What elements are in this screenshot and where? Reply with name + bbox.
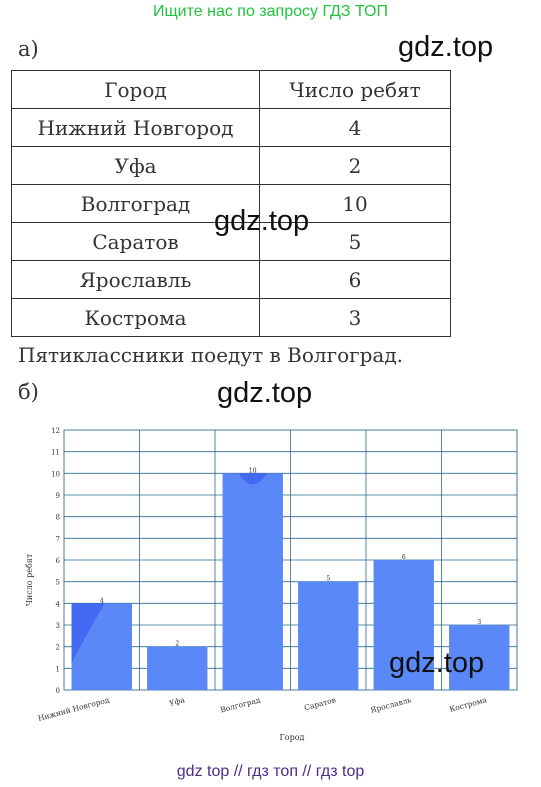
watermark: gdz.top [398,31,494,63]
city-cell: Волгоград [11,184,260,223]
bar [449,625,510,690]
table-header-row: Город Число ребят [11,70,451,109]
count-cell: 2 [259,146,451,185]
bar [373,560,434,690]
bar-highlight [238,473,267,485]
y-tick-label: 3 [56,622,60,630]
y-tick-label: 6 [56,557,61,565]
y-tick-label: 0 [56,687,60,695]
table-row: Кострома 3 [11,298,451,337]
data-table: Город Число ребят Нижний Новгород 4 Уфа … [11,70,451,337]
count-cell: 6 [259,260,451,299]
city-cell: Саратов [11,222,260,261]
bar [147,646,208,690]
watermark: gdz.top [217,377,313,409]
x-tick-label: Саратов [303,695,337,712]
count-cell: 4 [259,108,451,147]
bar [222,473,283,690]
city-cell: Нижний Новгород [11,108,260,147]
bar-highlight [71,603,105,664]
y-tick-label: 1 [56,665,60,673]
part-b-label: б) [18,380,39,404]
bar [298,581,359,690]
table-row: Волгоград 10 [11,184,451,223]
city-cell: Кострома [11,298,260,337]
city-cell: Ярославль [11,260,260,299]
y-tick-label: 9 [56,492,60,500]
watermark: gdz.top [214,205,310,237]
data-label: 10 [249,467,257,474]
y-tick-label: 8 [56,514,60,522]
header-city: Город [11,70,260,109]
data-label: 6 [402,554,406,561]
count-cell: 10 [259,184,451,223]
y-tick-label: 5 [56,579,60,587]
footer-links[interactable]: gdz top // гдз топ // гдз top [176,763,365,780]
x-tick-label: Нижний Новгород [37,695,111,723]
x-tick-label: Уфа [168,695,186,708]
x-tick-label: Ярославль [369,695,412,715]
data-label: 5 [326,576,330,583]
y-tick-label: 10 [51,470,60,478]
y-tick-label: 4 [56,600,61,608]
count-cell: 3 [259,298,451,337]
x-tick-label: Кострома [448,695,488,714]
header-count: Число ребят [259,70,451,109]
table-row: Ярославль 6 [11,260,451,299]
y-tick-label: 2 [56,644,60,652]
watermark: gdz.top [389,647,485,679]
y-axis-title: Число ребят [25,553,34,606]
part-a-label: а) [18,37,39,61]
conclusion-text: Пятиклассники поедут в Волгоград. [18,343,403,367]
y-tick-label: 7 [56,535,60,543]
table-row: Уфа 2 [11,146,451,185]
data-label: 2 [175,641,179,648]
data-label: 4 [100,597,104,604]
table-row: Нижний Новгород 4 [11,108,451,147]
y-tick-label: 11 [51,449,60,457]
data-label: 3 [477,619,481,626]
search-hint-link[interactable]: Ищите нас по запросу ГДЗ ТОП [153,3,388,20]
x-axis-title: Город [280,733,305,742]
x-tick-label: Волгоград [219,695,261,714]
y-tick-label: 12 [51,427,60,435]
city-cell: Уфа [11,146,260,185]
